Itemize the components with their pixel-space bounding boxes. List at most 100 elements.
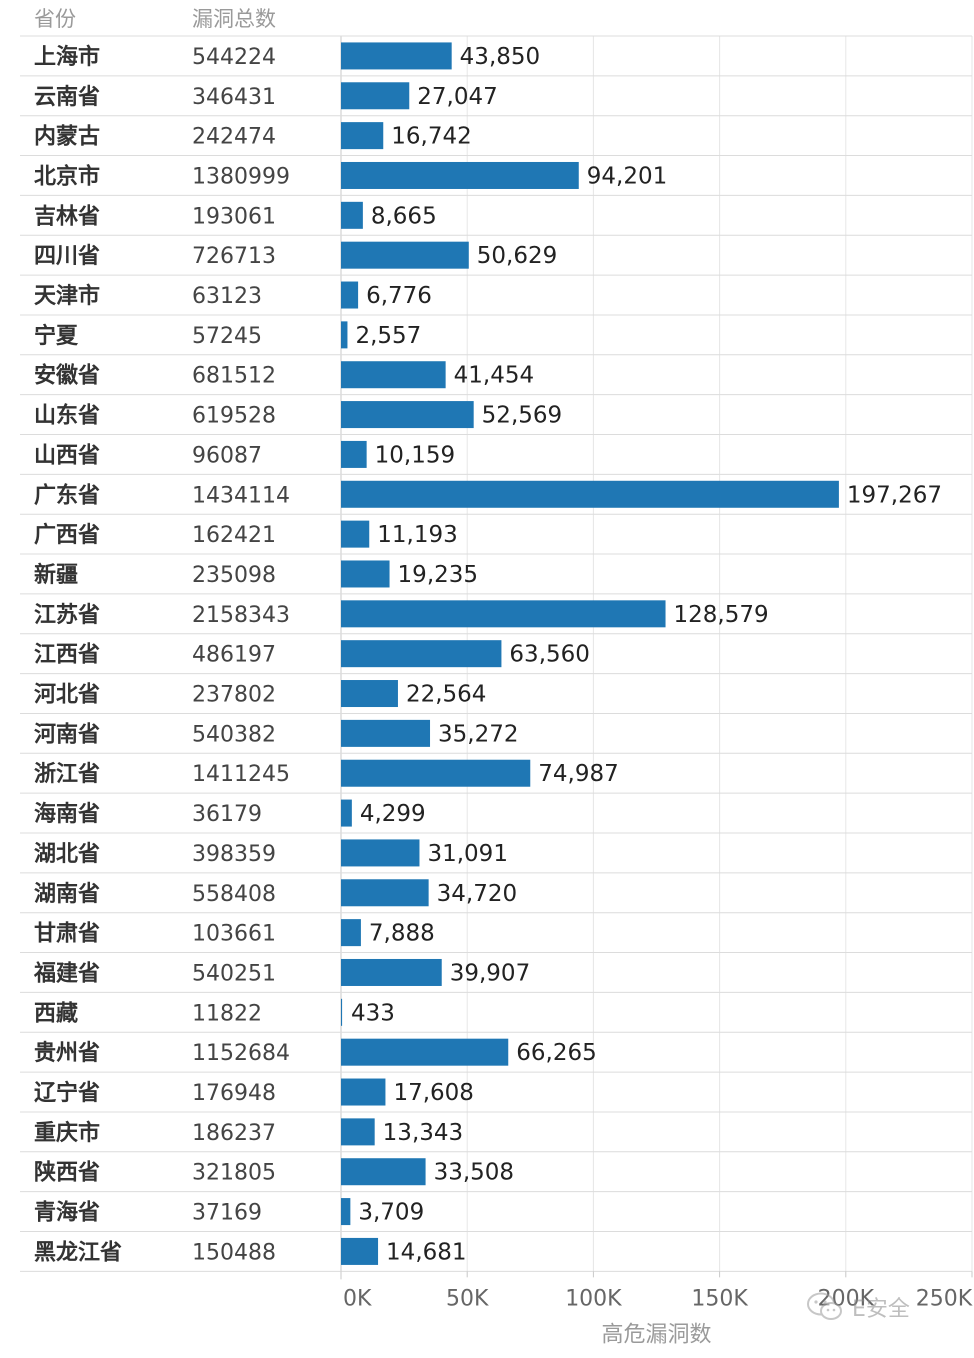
bar <box>341 1158 426 1186</box>
province-label: 河南省 <box>34 721 100 747</box>
province-label: 浙江省 <box>34 761 100 787</box>
bar-value-label: 128,579 <box>674 602 769 628</box>
bar <box>341 361 446 389</box>
bar <box>341 1038 509 1066</box>
province-label: 陕西省 <box>34 1160 100 1186</box>
bar-value-label: 19,235 <box>398 562 478 588</box>
column-header-province: 省份 <box>34 7 76 31</box>
total-value: 11822 <box>192 1001 262 1026</box>
total-value: 346431 <box>192 85 276 110</box>
bar-value-label: 7,888 <box>369 921 435 947</box>
bar-value-label: 3,709 <box>358 1200 424 1226</box>
bar <box>341 281 359 309</box>
province-label: 江苏省 <box>34 602 100 628</box>
province-label: 广东省 <box>34 482 100 508</box>
bar <box>341 82 410 110</box>
bar <box>341 998 343 1026</box>
bar <box>341 719 431 747</box>
x-tick-label: 150K <box>691 1286 748 1311</box>
bar-value-label: 14,681 <box>386 1239 466 1265</box>
total-value: 176948 <box>192 1081 276 1106</box>
bar-value-label: 27,047 <box>417 84 497 110</box>
total-value: 186237 <box>192 1121 276 1146</box>
bar-value-label: 2,557 <box>355 323 421 349</box>
province-label: 上海市 <box>34 44 100 70</box>
province-label: 西藏 <box>34 1000 78 1026</box>
bar <box>341 560 390 588</box>
total-value: 398359 <box>192 842 276 867</box>
x-axis-title: 高危漏洞数 <box>601 1322 711 1347</box>
province-label: 江西省 <box>34 642 100 668</box>
total-value: 486197 <box>192 643 276 668</box>
total-value: 619528 <box>192 404 276 429</box>
bar <box>341 122 384 150</box>
total-value: 150488 <box>192 1240 276 1265</box>
province-label: 福建省 <box>33 960 100 986</box>
bar <box>341 600 666 628</box>
province-label: 天津市 <box>34 283 100 309</box>
watermark: E安全 <box>806 1284 956 1330</box>
total-value: 37169 <box>192 1201 262 1226</box>
province-label: 四川省 <box>34 243 100 269</box>
bar-value-label: 4,299 <box>360 801 426 827</box>
bar-value-label: 35,272 <box>438 721 518 747</box>
total-value: 321805 <box>192 1161 276 1186</box>
bar <box>341 1078 386 1106</box>
x-tick-label: 250K <box>916 1286 973 1311</box>
bar-value-label: 39,907 <box>450 960 530 986</box>
province-label: 新疆 <box>34 562 78 588</box>
province-label: 广西省 <box>34 522 100 548</box>
total-value: 1152684 <box>192 1041 290 1066</box>
bar <box>341 480 839 508</box>
bar-value-label: 22,564 <box>406 682 486 708</box>
bar <box>341 759 531 787</box>
bar <box>341 839 420 867</box>
total-value: 36179 <box>192 802 262 827</box>
bar-value-label: 13,343 <box>383 1120 463 1146</box>
bar <box>341 401 474 429</box>
watermark-text: E安全 <box>852 1297 910 1322</box>
province-label: 安徽省 <box>34 363 100 389</box>
column-header-total: 漏洞总数 <box>192 7 276 31</box>
bar-value-label: 31,091 <box>427 841 507 867</box>
bar <box>341 919 361 947</box>
bar <box>341 321 348 349</box>
province-label: 辽宁省 <box>34 1080 100 1106</box>
province-label: 黑龙江省 <box>34 1239 122 1265</box>
total-value: 2158343 <box>192 603 290 628</box>
x-tick-label: 100K <box>565 1286 622 1311</box>
province-label: 吉林省 <box>34 203 100 229</box>
total-value: 162421 <box>192 523 276 548</box>
province-label: 山西省 <box>34 442 100 468</box>
bar-value-label: 17,608 <box>393 1080 473 1106</box>
total-value: 237802 <box>192 683 276 708</box>
bar <box>341 958 442 986</box>
bar <box>341 1118 375 1146</box>
province-label: 海南省 <box>34 801 100 827</box>
bar <box>341 1237 379 1265</box>
bar <box>341 201 363 229</box>
bar-value-label: 94,201 <box>587 163 667 189</box>
bar-value-label: 50,629 <box>477 243 557 269</box>
bar-value-label: 41,454 <box>454 363 534 389</box>
bar-value-label: 16,742 <box>391 124 471 150</box>
bar <box>341 42 452 70</box>
bar-value-label: 43,850 <box>460 44 540 70</box>
total-value: 235098 <box>192 563 276 588</box>
bar <box>341 879 429 907</box>
province-label: 云南省 <box>34 84 100 110</box>
total-value: 63123 <box>192 284 262 309</box>
total-value: 540382 <box>192 722 276 747</box>
bar-value-label: 8,665 <box>371 203 437 229</box>
total-value: 103661 <box>192 922 276 947</box>
total-value: 681512 <box>192 364 276 389</box>
province-label: 河北省 <box>34 682 100 708</box>
bar-value-label: 433 <box>351 1000 395 1026</box>
bar-value-label: 63,560 <box>509 642 589 668</box>
bar <box>341 799 352 827</box>
bar-value-label: 10,159 <box>375 442 455 468</box>
total-value: 57245 <box>192 324 262 349</box>
province-label: 湖南省 <box>34 881 100 907</box>
province-label: 青海省 <box>34 1200 100 1226</box>
